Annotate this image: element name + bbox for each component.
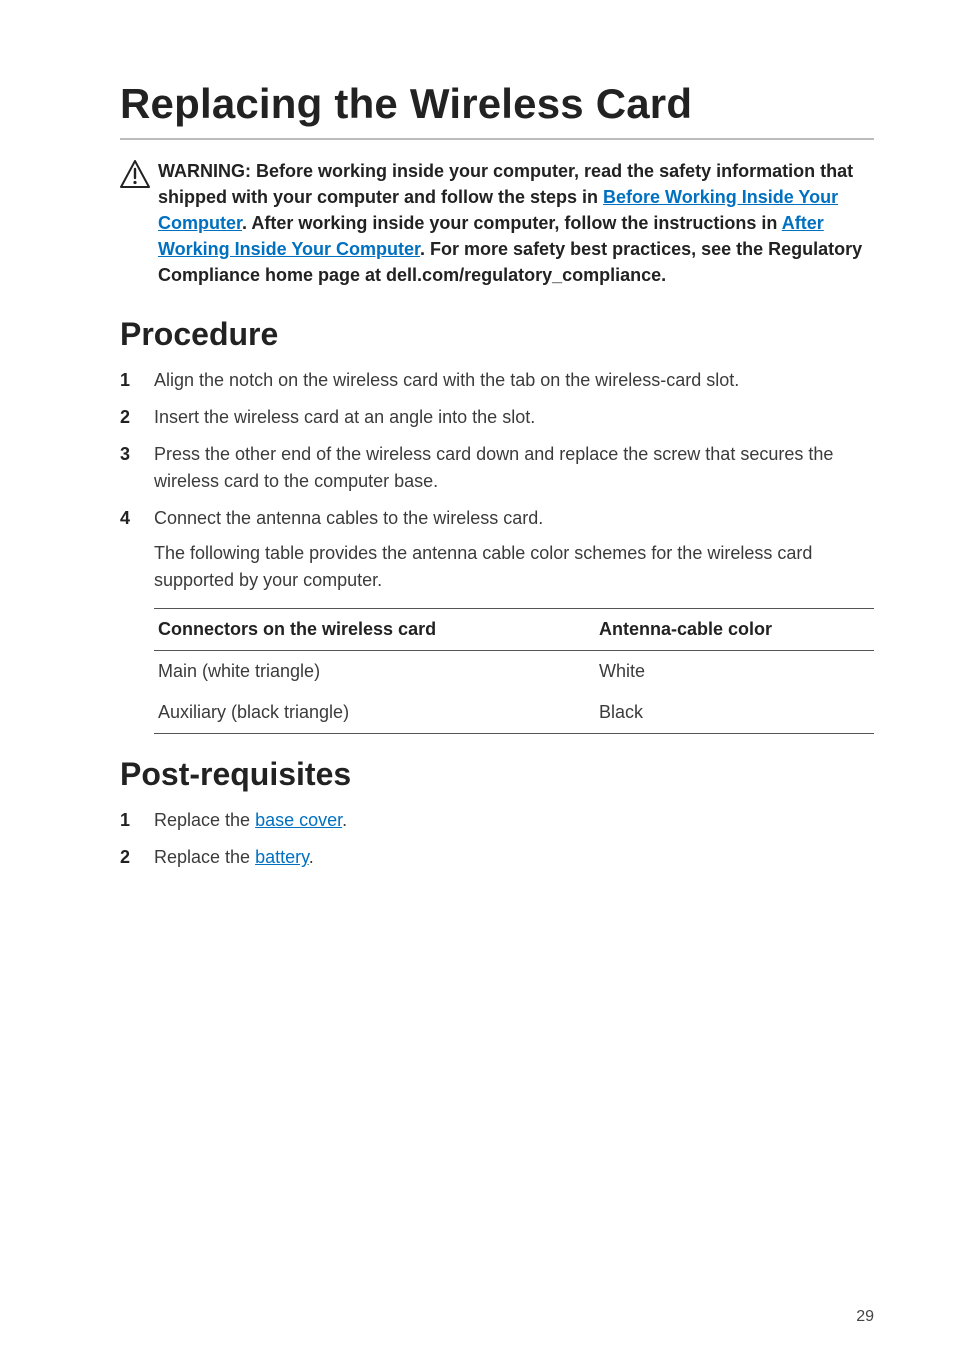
post-requisites-steps: Replace the base cover. Replace the batt… [120,807,874,871]
warning-icon [120,158,158,193]
antenna-table: Connectors on the wireless card Antenna-… [154,608,874,734]
table-header: Antenna-cable color [595,609,874,651]
warning-text: WARNING: Before working inside your comp… [158,158,874,288]
post-step-post: . [309,847,314,867]
procedure-step: Insert the wireless card at an angle int… [120,404,874,431]
procedure-step: Align the notch on the wireless card wit… [120,367,874,394]
warning-block: WARNING: Before working inside your comp… [120,158,874,288]
post-step-pre: Replace the [154,810,255,830]
procedure-step: Connect the antenna cables to the wirele… [120,505,874,594]
procedure-heading: Procedure [120,316,874,353]
post-step-link-battery[interactable]: battery [255,847,309,867]
table-cell: Auxiliary (black triangle) [154,692,595,734]
post-step-link-base-cover[interactable]: base cover [255,810,342,830]
warning-mid1: . After working inside your computer, fo… [242,213,782,233]
table-row: Main (white triangle) White [154,651,874,693]
table-cell: Main (white triangle) [154,651,595,693]
page-title: Replacing the Wireless Card [120,80,874,140]
table-row: Auxiliary (black triangle) Black [154,692,874,734]
page-root: Replacing the Wireless Card WARNING: Bef… [0,0,954,1366]
post-step: Replace the base cover. [120,807,874,834]
post-step: Replace the battery. [120,844,874,871]
table-cell: White [595,651,874,693]
procedure-step-note: The following table provides the antenna… [154,540,874,594]
procedure-step-text: Connect the antenna cables to the wirele… [154,508,543,528]
post-step-post: . [342,810,347,830]
table-header-row: Connectors on the wireless card Antenna-… [154,609,874,651]
table-cell: Black [595,692,874,734]
page-number: 29 [856,1308,874,1326]
procedure-step: Press the other end of the wireless card… [120,441,874,495]
post-step-pre: Replace the [154,847,255,867]
post-requisites-heading: Post-requisites [120,756,874,793]
antenna-table-wrap: Connectors on the wireless card Antenna-… [120,608,874,734]
table-header: Connectors on the wireless card [154,609,595,651]
procedure-steps: Align the notch on the wireless card wit… [120,367,874,594]
